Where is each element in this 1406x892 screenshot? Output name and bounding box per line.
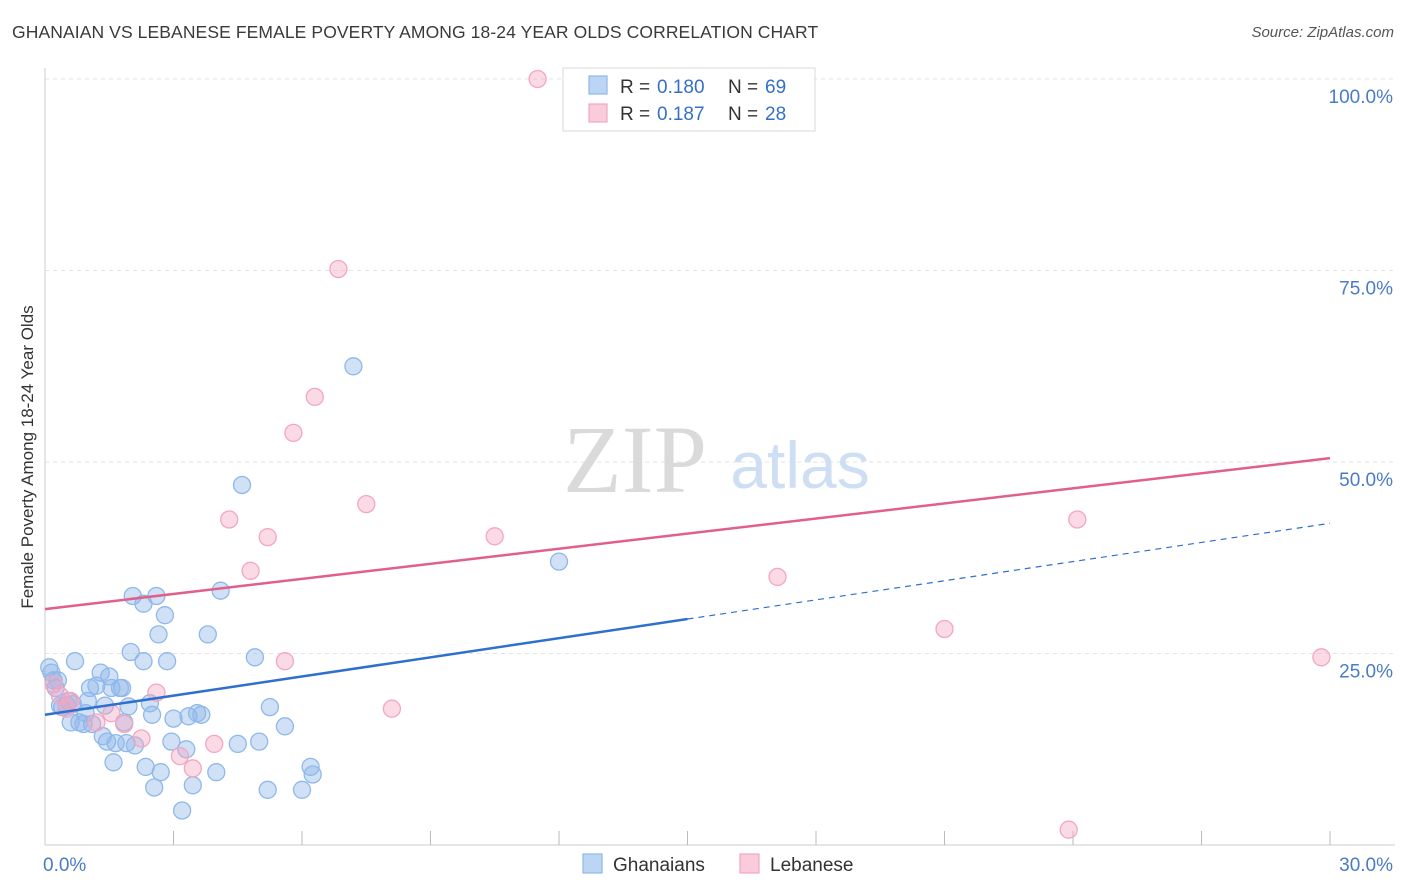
ghanaians-point (162, 732, 181, 751)
ghanaians-point (145, 778, 164, 797)
lebanese-point (1059, 820, 1078, 839)
ghanaians-point (157, 652, 177, 671)
tick-labels: 25.0% 50.0% 75.0% 100.0% 0.0% 30.0% (43, 87, 1393, 876)
ghanaians-point (91, 663, 110, 682)
lebanese-point (382, 699, 402, 718)
ghanaians-point (106, 733, 125, 753)
legend-n-value: 28 (765, 104, 786, 125)
y-tick-label: 100.0% (1329, 87, 1394, 108)
legend-swatch-lebanese (588, 103, 608, 123)
ghanaians-point (232, 475, 252, 495)
bottom-legend-label-lebanese: Lebanese (770, 855, 853, 876)
ghanaians-point (155, 606, 175, 625)
axes (44, 68, 1395, 846)
bottom-legend: Ghanaians Lebanese (582, 853, 853, 876)
ghanaians-point (303, 765, 322, 784)
lebanese-point (357, 494, 376, 514)
lebanese-point (258, 527, 277, 547)
ghanaians-point (292, 780, 312, 799)
lebanese-point (241, 561, 260, 580)
ghanaians-point (211, 581, 230, 600)
lebanese-point (87, 713, 106, 732)
ghanaians-point (177, 740, 196, 759)
y-tick-label: 25.0% (1339, 662, 1393, 683)
ghanaians-point (549, 552, 569, 571)
ghanaians-point (260, 697, 280, 717)
y-tick-label: 50.0% (1339, 470, 1393, 491)
lebanese-point (44, 674, 63, 694)
watermark: ZIP atlas (563, 406, 870, 513)
watermark-zip: ZIP (563, 406, 707, 513)
bottom-legend-swatch-ghanaians (582, 853, 603, 874)
ghanaians-point (183, 776, 202, 795)
ghanaians-point (164, 709, 183, 728)
ghanaians-point (142, 705, 162, 724)
y-tick-label: 75.0% (1339, 279, 1393, 300)
bottom-legend-label-ghanaians: Ghanaians (613, 855, 705, 876)
ghanaians-point (172, 801, 192, 820)
ghanaians-point (245, 648, 265, 667)
lebanese-point (329, 259, 348, 279)
lebanese-point (485, 527, 504, 546)
ghanaians-point (275, 717, 295, 736)
legend-r-label: R = (620, 77, 650, 98)
ghanaians-trendline-extension (687, 522, 1331, 620)
ghanaians-point (258, 780, 277, 799)
lebanese-point (183, 759, 202, 778)
points-layer (40, 69, 1331, 839)
ghanaians-point (100, 667, 119, 686)
ghanaians-point (112, 678, 132, 698)
lebanese-point (61, 691, 80, 711)
ghanaians-point (344, 357, 363, 376)
lebanese-point (305, 387, 324, 407)
legend-r-value: 0.187 (657, 104, 705, 125)
lebanese-point (768, 567, 787, 587)
trend-layer (44, 456, 1331, 717)
x-tick-label: 0.0% (43, 855, 86, 876)
ghanaians-point (65, 652, 85, 671)
lebanese-point (132, 729, 151, 748)
lebanese-point (170, 746, 190, 766)
watermark-atlas: atlas (730, 428, 869, 502)
ghanaians-point (151, 763, 170, 782)
lebanese-point (1312, 648, 1331, 667)
legend-r-label: R = (620, 104, 650, 125)
chart-title: GHANAIAN VS LEBANESE FEMALE POVERTY AMON… (12, 22, 819, 42)
ghanaians-point (104, 753, 123, 772)
ghanaians-point (228, 734, 247, 754)
lebanese-point (284, 423, 303, 443)
legend-r-value: 0.180 (657, 77, 705, 98)
ghanaians-point (149, 625, 168, 644)
legend: R = 0.180 N = 69 R = 0.187 N = 28 (562, 67, 816, 132)
legend-n-value: 69 (765, 77, 786, 98)
x-tick-label: 30.0% (1339, 855, 1393, 876)
ghanaians-point (125, 736, 145, 755)
ghanaians-point (250, 732, 269, 751)
lebanese-point (205, 734, 224, 754)
lebanese-point (220, 510, 239, 529)
bottom-legend-swatch-lebanese (739, 853, 760, 874)
lebanese-point (935, 619, 954, 639)
chart-source: Source: ZipAtlas.com (1251, 24, 1394, 41)
legend-n-label: N = (728, 104, 758, 125)
lebanese-point (528, 69, 547, 89)
lebanese-point (115, 714, 134, 734)
lebanese-point (1068, 510, 1087, 529)
legend-n-label: N = (728, 77, 758, 98)
legend-swatch-ghanaians (588, 75, 608, 95)
lebanese-trendline (44, 456, 1331, 611)
ghanaians-point (121, 642, 140, 662)
ghanaians-point (207, 763, 226, 782)
lebanese-point (275, 652, 295, 671)
ghanaians-point (198, 625, 217, 644)
ghanaians-point (192, 705, 211, 724)
ghanaians-trendline (44, 617, 688, 717)
ghanaians-point (134, 652, 153, 671)
